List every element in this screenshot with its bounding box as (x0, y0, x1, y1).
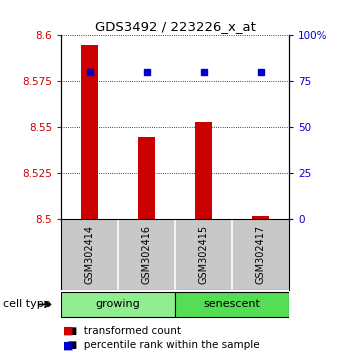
Text: ■  percentile rank within the sample: ■ percentile rank within the sample (61, 340, 260, 350)
Bar (175, 292, 289, 317)
Bar (252, 216, 269, 219)
Text: growing: growing (96, 299, 140, 309)
Text: GSM302416: GSM302416 (142, 225, 152, 284)
Text: ■: ■ (63, 326, 73, 336)
Text: ■: ■ (63, 340, 73, 350)
Bar (195, 122, 212, 219)
Text: GSM302415: GSM302415 (199, 225, 208, 285)
Bar (61, 292, 175, 317)
Text: senescent: senescent (204, 299, 260, 309)
Bar (138, 137, 155, 219)
Title: GDS3492 / 223226_x_at: GDS3492 / 223226_x_at (95, 20, 256, 33)
Text: GSM302414: GSM302414 (85, 225, 95, 284)
Bar (81, 45, 98, 219)
Text: cell type: cell type (3, 299, 51, 309)
Text: GSM302417: GSM302417 (256, 225, 266, 285)
Text: ■  transformed count: ■ transformed count (61, 326, 181, 336)
